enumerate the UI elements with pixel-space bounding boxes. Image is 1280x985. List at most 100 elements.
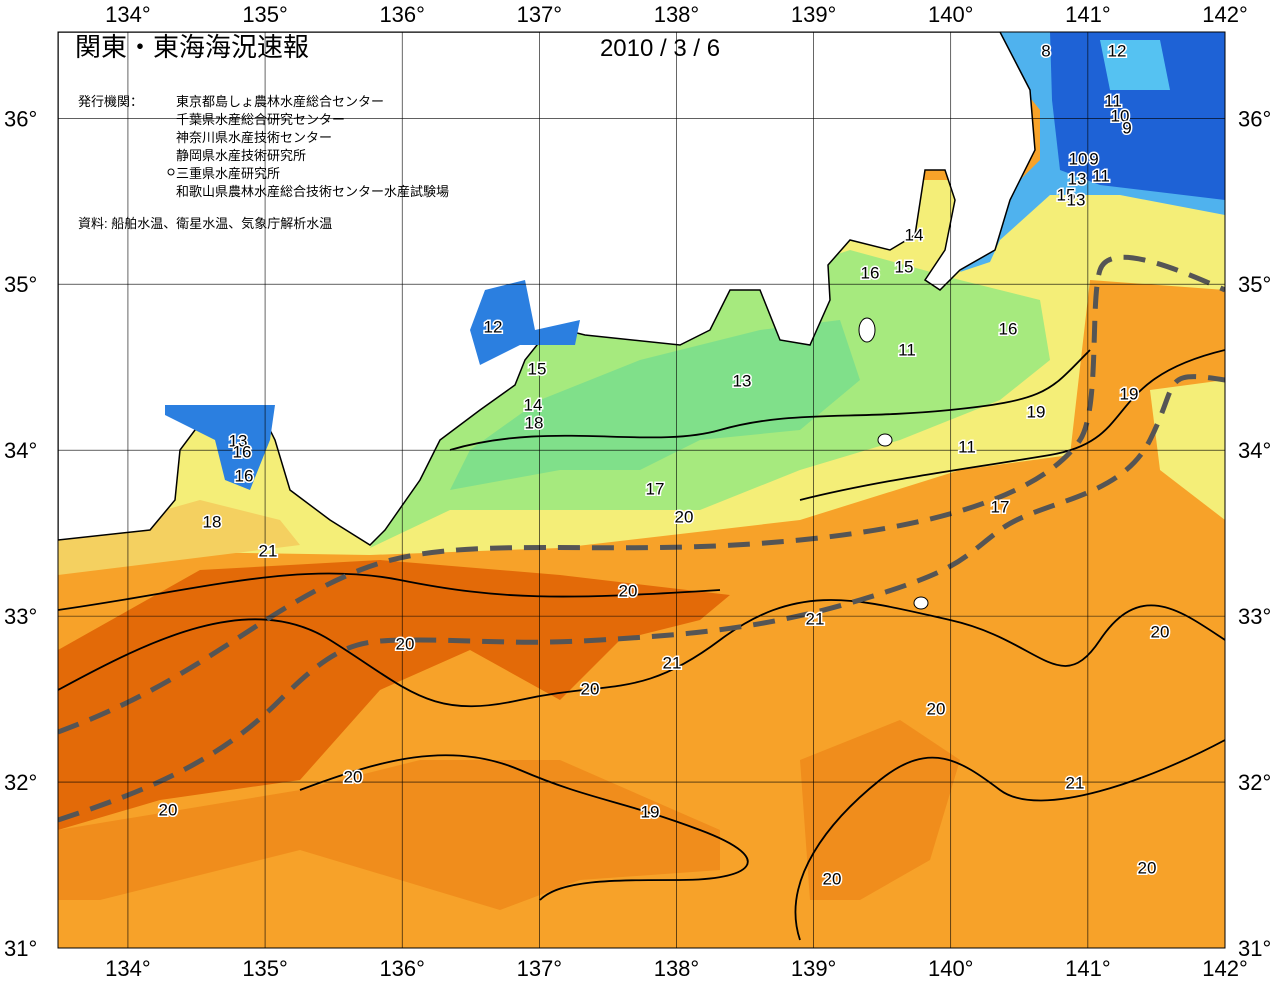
current-edge [58,254,1225,735]
x-tick-label: 139° [791,956,837,980]
contour-label: 11 [1104,91,1122,110]
x-tick-label: 138° [654,956,700,980]
contour-label: 16 [235,466,254,485]
contour-label: 21 [1066,773,1085,792]
x-tick-label: 140° [928,2,974,27]
island [877,433,893,447]
contour-label: 20 [823,869,842,888]
contour-label: 20 [619,581,638,600]
map-frame [57,31,1226,949]
organization: 三重県水産研究所 [176,166,280,181]
contour-label: 20 [159,800,178,819]
contour-label: 15 [895,257,914,276]
organization: 静岡県水産技術研究所 [176,148,306,163]
cool-area [58,500,300,575]
cold-water [1100,40,1170,90]
x-tick-label: 142° [1202,2,1248,27]
x-tick-label: 140° [928,956,974,980]
contour-label: 9 [1089,149,1098,168]
y-tick-label: 34° [4,438,37,463]
contour-label: 20 [927,699,946,718]
contour-label: 8 [1041,41,1050,60]
x-tick-label: 137° [517,2,563,27]
colder-area [450,320,860,490]
contour-label: 17 [991,497,1010,516]
marker [167,168,175,176]
organization: 千葉県水産総合研究センター [176,112,345,127]
contour-label: 19 [1120,384,1139,403]
x-tick-label: 141° [1065,956,1111,980]
contour-label: 13 [229,431,248,450]
x-tick-label: 137° [517,956,563,980]
organization: 東京都島しょ農林水産総合センター [176,94,384,109]
current-axis [58,374,1225,823]
y-tick-label: 35° [1238,272,1271,297]
x-tick-label: 134° [105,2,151,27]
contour-label: 10 [1111,106,1130,125]
coldest-water [1050,32,1225,200]
x-tick-label: 141° [1065,2,1111,27]
contour-label: 20 [344,767,363,786]
contour-label: 16 [999,319,1018,338]
contour-label: 21 [806,609,825,628]
contour-label: 12 [484,317,503,336]
bay-water [470,280,580,365]
y-tick-label: 31° [1238,936,1271,961]
contour-label: 20 [396,634,415,653]
source: 資料: 船舶水温、衛星水温、気象庁解析水温 [78,216,332,231]
contour-label: 15 [528,359,547,378]
y-tick-label: 35° [4,272,37,297]
contour-label: 19 [1027,402,1046,421]
contour-label: 14 [524,395,543,414]
contour-label: 18 [525,413,544,432]
publisher-label: 発行機関： [78,94,143,109]
warm-area [58,720,960,910]
bay-water [165,405,275,490]
contour-label: 11 [958,437,976,456]
contour-label: 20 [1151,622,1170,641]
y-tick-label: 31° [4,936,37,961]
x-tick-label: 142° [1202,956,1248,980]
x-tick-label: 134° [105,956,151,980]
x-tick-label: 135° [242,2,288,27]
contour-label: 11 [1092,166,1110,185]
contour-label: 13 [733,371,752,390]
y-tick-label: 32° [1238,770,1271,795]
x-tick-label: 135° [242,956,288,980]
contour-label: 9 [1122,118,1131,137]
y-tick-label: 33° [4,604,37,629]
x-tick-label: 139° [791,2,837,27]
contour-label: 18 [203,512,222,531]
warmest-area [58,560,730,830]
date: 2010 / 3 / 6 [600,35,720,62]
contour-label: 16 [233,442,252,461]
contour-label: 11 [898,340,916,359]
contour-label: 21 [259,541,278,560]
contour-label: 20 [1138,858,1157,877]
x-tick-label: 138° [654,2,700,27]
contour-label: 19 [641,802,660,821]
x-tick-label: 136° [379,956,425,980]
contour-label: 16 [861,263,880,282]
contour-label: 14 [905,225,924,244]
land [58,32,1036,546]
y-tick-label: 33° [1238,604,1271,629]
organization: 和歌山県農林水産総合技術センター水産試験場 [176,184,449,199]
y-tick-label: 36° [4,106,37,131]
contour-label: 12 [1108,41,1127,60]
x-tick-label: 136° [379,2,425,27]
contour-label: 20 [675,507,694,526]
contour-label: 10 [1069,149,1088,168]
contour-label: 21 [663,653,682,672]
contour-label: 15 [1057,185,1076,204]
y-tick-label: 36° [1238,106,1271,131]
contours [58,349,1225,941]
y-tick-label: 32° [4,770,37,795]
island [858,317,876,343]
organization: 神奈川県水産技術センター [176,130,332,145]
title: 関東・東海海況速報 [75,32,309,62]
y-tick-label: 34° [1238,438,1271,463]
contour-label: 13 [1067,190,1086,209]
contour-label: 17 [646,479,665,498]
